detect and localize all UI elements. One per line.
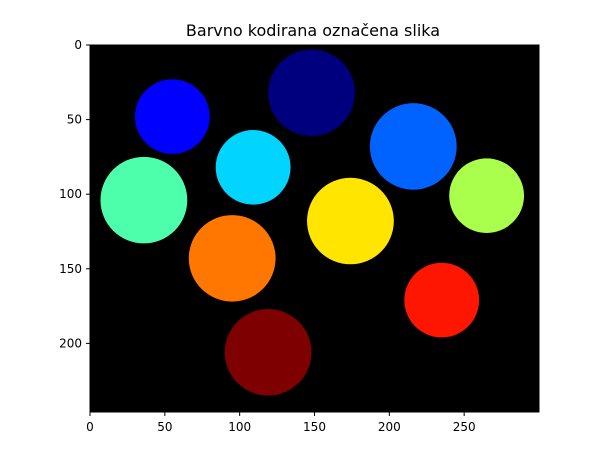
region-3 bbox=[369, 103, 457, 190]
x-tick-label: 250 bbox=[453, 420, 476, 434]
region-6 bbox=[449, 158, 525, 233]
x-tick-label: 0 bbox=[86, 420, 94, 434]
x-tick-label: 150 bbox=[303, 420, 326, 434]
region-5 bbox=[100, 156, 188, 244]
chart-title: Barvno kodirana označena slika bbox=[186, 21, 440, 40]
y-tick-label: 0 bbox=[74, 38, 82, 52]
region-4 bbox=[215, 130, 291, 205]
x-tick-label: 200 bbox=[378, 420, 401, 434]
region-8 bbox=[188, 215, 276, 302]
region-1 bbox=[268, 49, 355, 137]
y-tick-label: 100 bbox=[59, 187, 82, 201]
region-7 bbox=[307, 177, 394, 265]
region-9 bbox=[404, 262, 480, 338]
y-tick-label: 50 bbox=[67, 113, 82, 127]
y-tick-label: 200 bbox=[59, 336, 82, 350]
x-tick-label: 50 bbox=[157, 420, 172, 434]
y-axis: 0 50 100 150 200 bbox=[59, 38, 90, 350]
labeled-regions bbox=[100, 49, 525, 396]
y-tick-label: 150 bbox=[59, 262, 82, 276]
region-10 bbox=[224, 309, 312, 396]
plot-area bbox=[89, 44, 540, 413]
x-axis: 0 50 100 150 200 250 bbox=[86, 412, 476, 434]
x-tick-label: 100 bbox=[228, 420, 251, 434]
region-2 bbox=[134, 79, 210, 154]
